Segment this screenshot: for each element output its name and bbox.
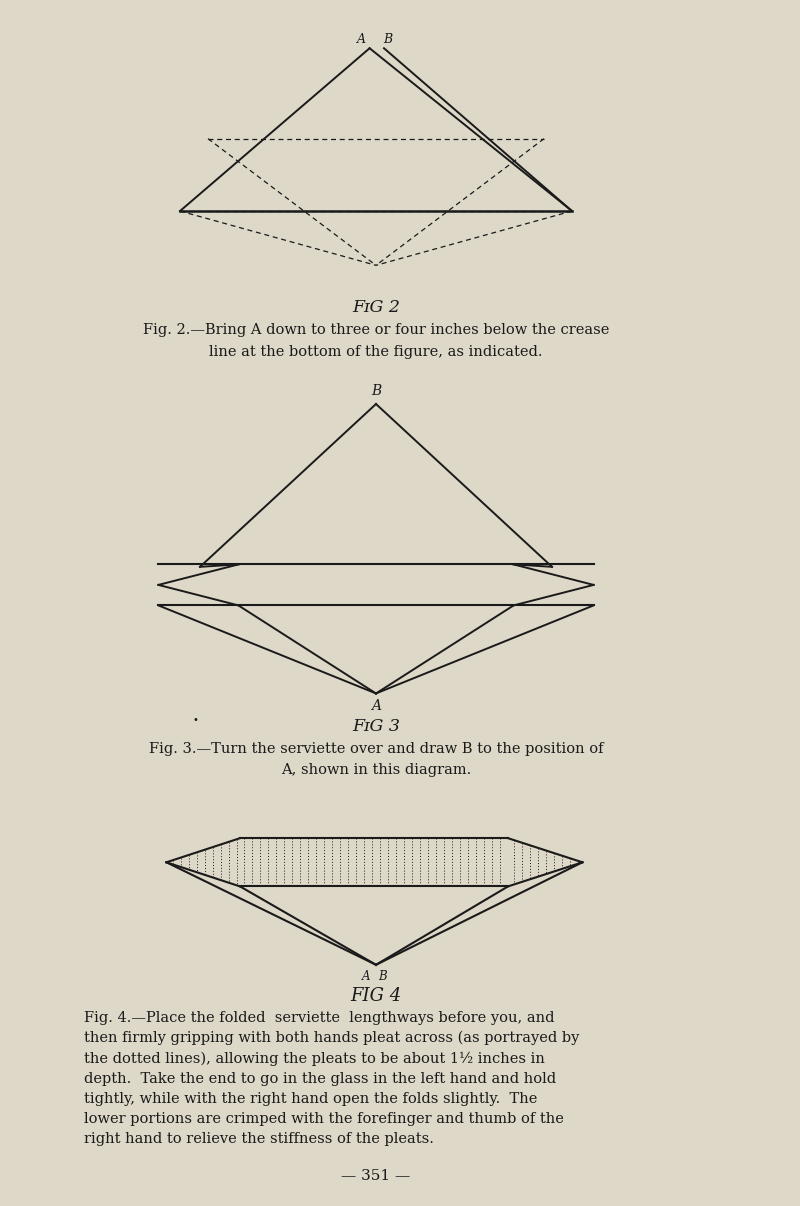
Text: A: A [357,33,366,46]
Text: FɪG 2: FɪG 2 [352,299,400,316]
Text: A: A [371,699,381,714]
Text: B: B [378,970,386,983]
Text: Fig. 2.—Bring A down to three or four inches below the crease: Fig. 2.—Bring A down to three or four in… [143,323,609,338]
Text: B: B [371,384,381,398]
Text: line at the bottom of the figure, as indicated.: line at the bottom of the figure, as ind… [210,345,542,359]
Text: — 351 —: — 351 — [342,1169,410,1183]
Text: B: B [383,33,393,46]
Text: A, shown in this diagram.: A, shown in this diagram. [281,763,471,778]
Text: Fig. 4.—Place the folded  serviette  lengthways before you, and
then firmly grip: Fig. 4.—Place the folded serviette lengt… [84,1011,579,1146]
Text: FIG 4: FIG 4 [350,987,402,1005]
Text: FɪG 3: FɪG 3 [352,718,400,734]
Text: A: A [362,970,370,983]
Text: Fig. 3.—Turn the serviette over and draw B to the position of: Fig. 3.—Turn the serviette over and draw… [149,742,603,756]
Text: •: • [192,715,198,725]
